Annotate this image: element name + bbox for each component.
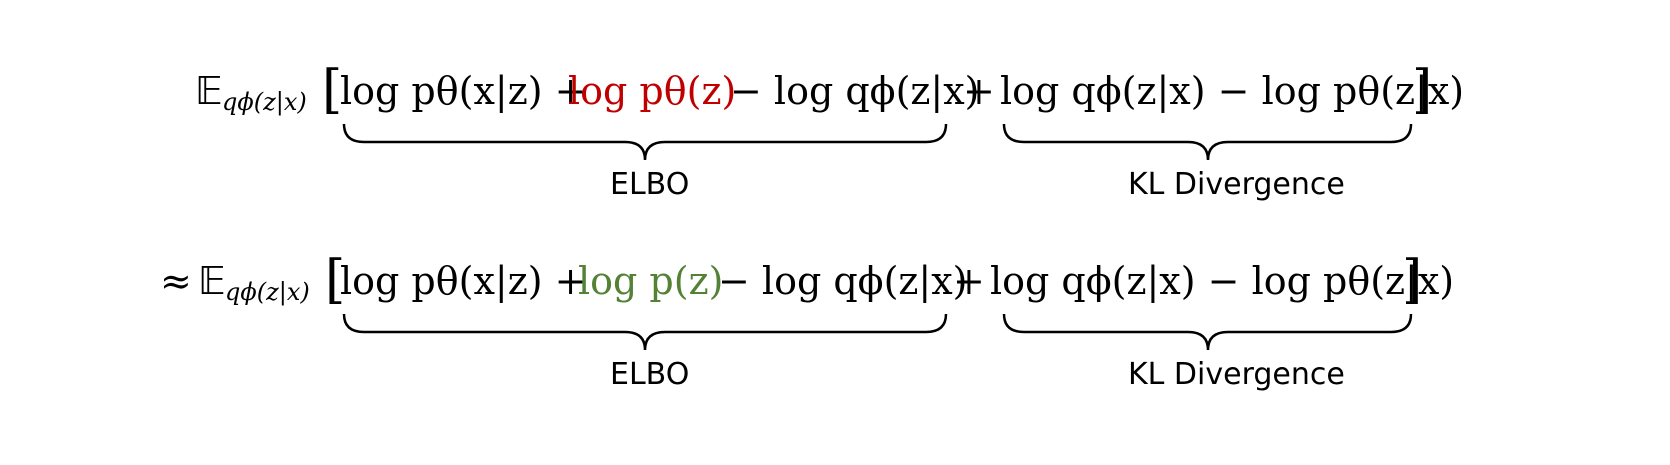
- expectation-symbol: 𝔼: [195, 69, 223, 113]
- term-log-posterior: − log qϕ(z|x): [730, 69, 980, 113]
- elbo-label: ELBO: [610, 167, 690, 202]
- open-bracket: [: [322, 60, 343, 120]
- term-prior-highlight: log pθ(z): [568, 69, 737, 113]
- term-kl-expansion: log qϕ(z|x) − log pθ(z|x): [1000, 69, 1465, 113]
- term-prior-highlight: log p(z): [578, 259, 724, 303]
- equation-row-2: ≈ 𝔼 qϕ(z|x) [ log pθ(x|z) + log p(z) − l…: [0, 200, 1670, 400]
- close-bracket: ]: [1402, 250, 1423, 310]
- kl-brace: [1002, 313, 1413, 351]
- kl-divergence-label: KL Divergence: [1128, 357, 1345, 392]
- close-bracket: ]: [1412, 60, 1433, 120]
- elbo-brace: [342, 123, 948, 161]
- expectation-symbol: 𝔼: [198, 259, 226, 303]
- plus-sign: +: [953, 259, 985, 303]
- approx-symbol: ≈: [160, 259, 192, 303]
- kl-brace: [1002, 123, 1413, 161]
- equation-row-1: 𝔼 qϕ(z|x) [ log pθ(x|z) + log pθ(z) − lo…: [0, 0, 1670, 200]
- elbo-brace: [342, 313, 948, 351]
- open-bracket: [: [325, 250, 346, 310]
- term-kl-expansion: log qϕ(z|x) − log pθ(z|x): [990, 259, 1455, 303]
- expectation-subscript: qϕ(z|x): [225, 278, 310, 306]
- term-log-likelihood: log pθ(x|z) +: [340, 259, 587, 303]
- plus-sign: +: [963, 69, 995, 113]
- term-log-likelihood: log pθ(x|z) +: [340, 69, 587, 113]
- term-log-posterior: − log qϕ(z|x): [718, 259, 968, 303]
- kl-divergence-label: KL Divergence: [1128, 167, 1345, 202]
- expectation-subscript: qϕ(z|x): [222, 88, 307, 116]
- elbo-label: ELBO: [610, 357, 690, 392]
